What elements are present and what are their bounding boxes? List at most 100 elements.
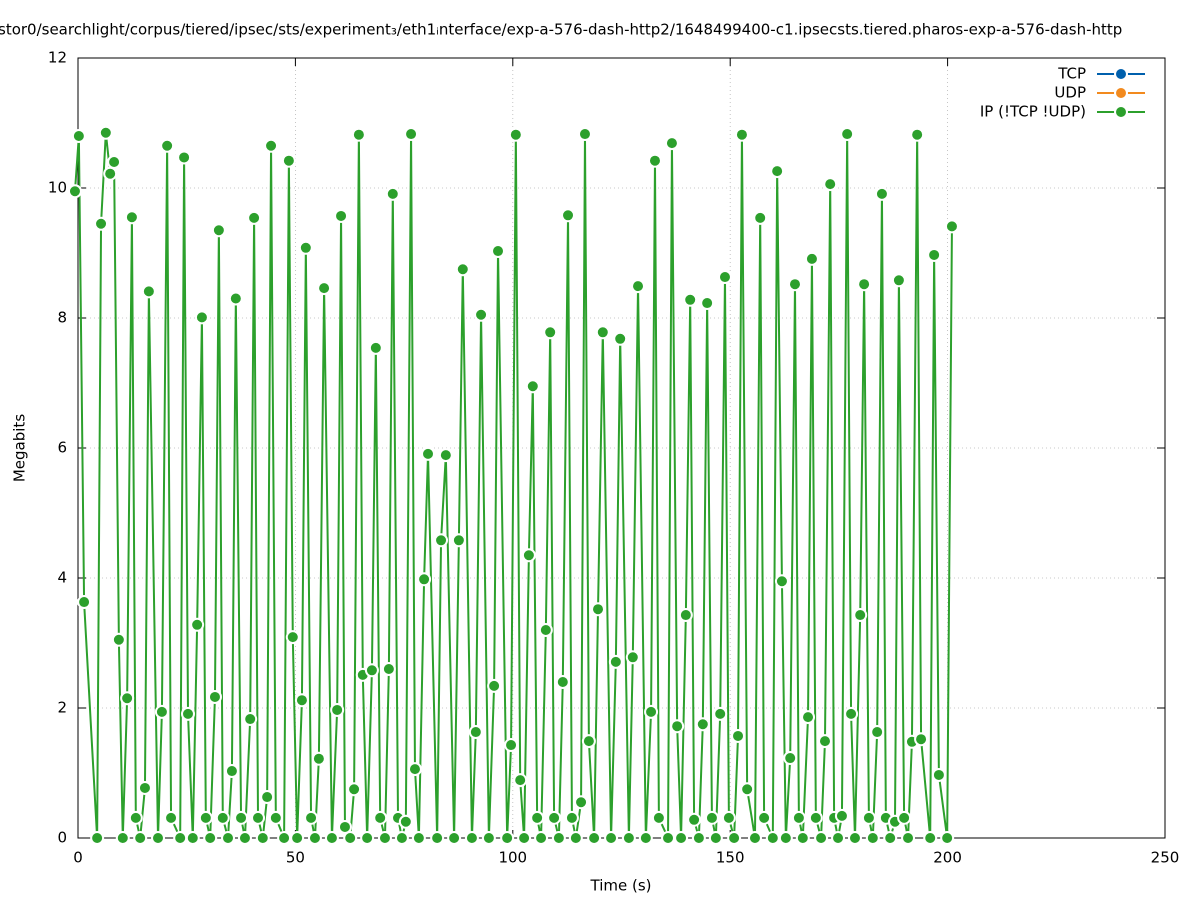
data-point: [774, 574, 789, 589]
data-point: [107, 155, 122, 169]
data-point: [823, 177, 838, 192]
data-point: [865, 831, 880, 845]
y-tick-label: 2: [57, 699, 67, 717]
data-point: [647, 153, 662, 168]
data-point: [551, 831, 566, 845]
data-point: [513, 773, 528, 788]
data-point: [468, 725, 483, 740]
x-tick-label: 150: [716, 849, 745, 867]
data-point: [608, 654, 623, 669]
data-point: [224, 764, 239, 779]
data-point: [717, 270, 732, 285]
data-point: [574, 795, 589, 810]
data-point: [281, 153, 296, 168]
data-point: [804, 251, 819, 266]
data-point: [251, 810, 266, 825]
data-point: [831, 831, 846, 845]
data-point: [207, 689, 222, 704]
data-point: [687, 812, 702, 827]
data-point: [691, 831, 706, 845]
data-point: [870, 725, 885, 740]
legend-marker: [1114, 67, 1128, 81]
data-point: [311, 751, 326, 766]
data-point: [674, 831, 689, 845]
data-point: [700, 296, 715, 311]
data-point: [910, 127, 925, 142]
data-point: [664, 136, 679, 151]
data-point: [137, 780, 152, 795]
data-point: [927, 247, 942, 262]
data-point: [285, 630, 300, 645]
data-point: [185, 831, 200, 845]
data-point: [351, 127, 366, 142]
data-point: [931, 767, 946, 782]
data-point: [914, 732, 929, 747]
y-tick-label: 0: [57, 829, 67, 847]
data-point: [343, 831, 358, 845]
data-point: [474, 307, 489, 322]
data-point: [547, 810, 562, 825]
data-point: [377, 831, 392, 845]
data-point: [538, 623, 553, 637]
data-point: [247, 210, 262, 225]
data-point: [834, 808, 849, 823]
data-point: [421, 446, 436, 461]
data-point: [581, 734, 596, 749]
data-point: [103, 166, 118, 181]
data-point: [151, 831, 166, 845]
data-point: [795, 831, 810, 845]
data-point: [708, 831, 723, 845]
data-point: [778, 831, 793, 845]
data-point: [534, 831, 549, 845]
data-point: [883, 831, 898, 845]
data-point: [631, 279, 646, 294]
data-point: [897, 810, 912, 825]
data-point: [923, 831, 938, 845]
data-point: [757, 810, 772, 825]
data-point: [783, 751, 798, 766]
data-point: [394, 831, 409, 845]
data-point: [613, 331, 628, 346]
y-axis-label: Megabits: [11, 414, 29, 482]
data-point: [621, 831, 636, 845]
data-point: [734, 127, 749, 142]
y-tick-label: 4: [57, 569, 67, 587]
data-point: [625, 650, 640, 665]
data-point: [215, 810, 230, 825]
data-point: [787, 277, 802, 292]
data-point: [77, 595, 92, 610]
data-point: [678, 608, 693, 623]
data-point: [940, 831, 955, 845]
x-tick-label: 0: [73, 849, 83, 867]
data-point: [268, 810, 283, 825]
legend-marker: [1114, 105, 1128, 119]
y-tick-label: 6: [57, 439, 67, 457]
data-point: [857, 277, 872, 292]
data-point: [713, 706, 728, 721]
data-point: [307, 831, 322, 845]
data-point: [704, 810, 719, 825]
chart-title: stor0/searchlight/corpus/tiered/ipsec/st…: [0, 21, 1122, 39]
data-point: [853, 608, 868, 623]
data-point: [398, 814, 413, 829]
data-point: [840, 127, 855, 142]
data-point: [330, 702, 345, 717]
data-point: [211, 223, 226, 238]
data-point: [181, 706, 196, 721]
data-point: [173, 831, 188, 845]
data-point: [67, 184, 82, 199]
data-point: [237, 831, 252, 845]
data-point: [817, 734, 832, 749]
data-point: [160, 138, 175, 153]
data-point: [221, 831, 236, 845]
data-point: [587, 831, 602, 845]
data-point: [891, 273, 906, 288]
data-point: [791, 810, 806, 825]
data-point: [577, 127, 592, 142]
data-point: [290, 831, 305, 845]
plot-frame: [77, 57, 1166, 839]
data-point: [294, 693, 309, 708]
data-point: [901, 831, 916, 845]
data-point: [368, 340, 383, 355]
